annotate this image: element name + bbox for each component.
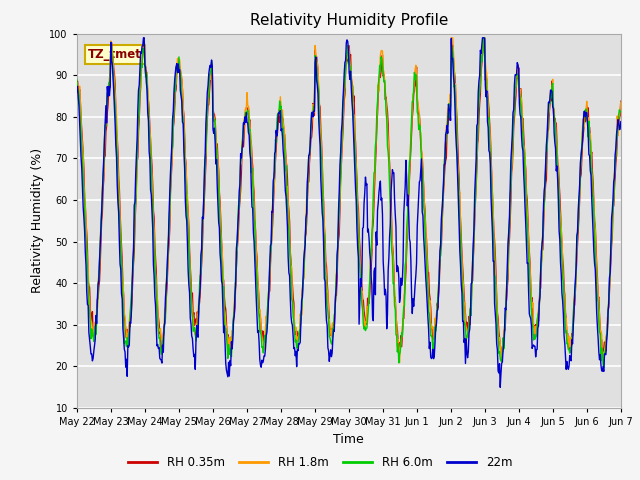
Title: Relativity Humidity Profile: Relativity Humidity Profile: [250, 13, 448, 28]
Text: TZ_tmet: TZ_tmet: [88, 48, 141, 61]
X-axis label: Time: Time: [333, 432, 364, 445]
Y-axis label: Relativity Humidity (%): Relativity Humidity (%): [31, 148, 44, 293]
Legend: RH 0.35m, RH 1.8m, RH 6.0m, 22m: RH 0.35m, RH 1.8m, RH 6.0m, 22m: [123, 452, 517, 474]
